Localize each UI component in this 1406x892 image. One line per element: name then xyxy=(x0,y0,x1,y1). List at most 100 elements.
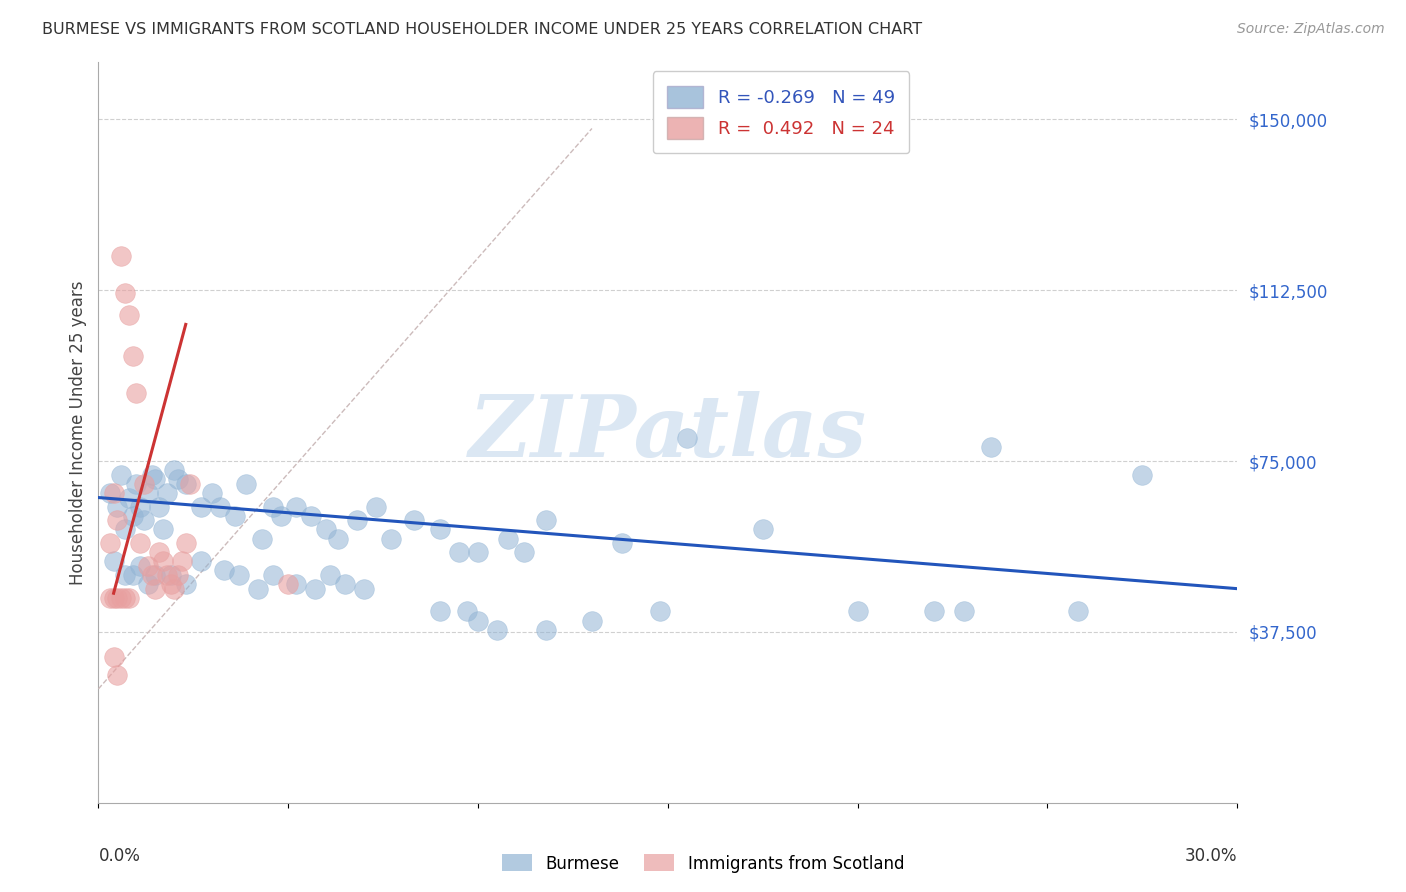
Point xyxy=(380,532,402,546)
Point xyxy=(170,554,193,568)
Text: 30.0%: 30.0% xyxy=(1185,847,1237,865)
Point xyxy=(114,591,136,605)
Point xyxy=(159,568,181,582)
Point xyxy=(346,513,368,527)
Point xyxy=(467,614,489,628)
Point xyxy=(1067,604,1090,618)
Point xyxy=(315,523,337,537)
Point xyxy=(486,623,509,637)
Point xyxy=(110,591,132,605)
Point xyxy=(467,545,489,559)
Point xyxy=(145,472,167,486)
Point xyxy=(498,532,520,546)
Text: BURMESE VS IMMIGRANTS FROM SCOTLAND HOUSEHOLDER INCOME UNDER 25 YEARS CORRELATIO: BURMESE VS IMMIGRANTS FROM SCOTLAND HOUS… xyxy=(42,22,922,37)
Point xyxy=(110,467,132,482)
Point xyxy=(156,486,179,500)
Point xyxy=(114,523,136,537)
Point xyxy=(319,568,342,582)
Point xyxy=(110,249,132,263)
Point xyxy=(179,476,201,491)
Point xyxy=(114,568,136,582)
Point xyxy=(163,463,186,477)
Point xyxy=(402,513,425,527)
Point xyxy=(429,604,451,618)
Point xyxy=(208,500,231,514)
Point xyxy=(353,582,375,596)
Point xyxy=(190,554,212,568)
Point xyxy=(581,614,603,628)
Point xyxy=(228,568,250,582)
Point xyxy=(167,568,190,582)
Point xyxy=(250,532,273,546)
Point xyxy=(118,308,141,322)
Point xyxy=(148,500,170,514)
Point xyxy=(129,500,152,514)
Point xyxy=(364,500,387,514)
Point xyxy=(174,577,197,591)
Point xyxy=(326,532,349,546)
Point xyxy=(846,604,869,618)
Point xyxy=(246,582,269,596)
Point xyxy=(449,545,471,559)
Point xyxy=(136,558,159,573)
Legend: Burmese, Immigrants from Scotland: Burmese, Immigrants from Scotland xyxy=(495,847,911,880)
Point xyxy=(335,577,357,591)
Point xyxy=(114,285,136,300)
Point xyxy=(103,591,125,605)
Point xyxy=(429,523,451,537)
Point xyxy=(159,577,181,591)
Point xyxy=(145,582,167,596)
Point xyxy=(284,500,307,514)
Point xyxy=(262,568,284,582)
Point xyxy=(174,476,197,491)
Point xyxy=(121,568,143,582)
Point xyxy=(612,536,634,550)
Point xyxy=(121,508,143,523)
Point xyxy=(174,536,197,550)
Point xyxy=(103,554,125,568)
Point xyxy=(190,500,212,514)
Point xyxy=(136,486,159,500)
Point xyxy=(224,508,246,523)
Point xyxy=(456,604,478,618)
Point xyxy=(98,536,121,550)
Point xyxy=(676,431,699,445)
Point xyxy=(129,558,152,573)
Point xyxy=(145,568,167,582)
Point xyxy=(212,564,235,578)
Point xyxy=(107,513,129,527)
Point xyxy=(118,591,141,605)
Point xyxy=(262,500,284,514)
Point xyxy=(118,491,141,505)
Point xyxy=(132,476,155,491)
Point xyxy=(156,568,179,582)
Point xyxy=(922,604,945,618)
Point xyxy=(536,513,558,527)
Point xyxy=(152,554,174,568)
Text: Source: ZipAtlas.com: Source: ZipAtlas.com xyxy=(1237,22,1385,37)
Point xyxy=(163,582,186,596)
Point xyxy=(167,472,190,486)
Point xyxy=(953,604,976,618)
Point xyxy=(650,604,672,618)
Point xyxy=(1132,467,1154,482)
Point xyxy=(103,650,125,665)
Point xyxy=(103,486,125,500)
Text: 0.0%: 0.0% xyxy=(98,847,141,865)
Point xyxy=(98,591,121,605)
Point xyxy=(979,441,1001,455)
Point xyxy=(512,545,534,559)
Point xyxy=(148,545,170,559)
Point xyxy=(136,577,159,591)
Point xyxy=(107,591,129,605)
Point xyxy=(98,486,121,500)
Point xyxy=(107,500,129,514)
Point xyxy=(125,385,148,400)
Point xyxy=(152,523,174,537)
Text: ZIPatlas: ZIPatlas xyxy=(468,391,868,475)
Point xyxy=(752,523,775,537)
Point xyxy=(201,486,224,500)
Point xyxy=(132,513,155,527)
Point xyxy=(235,476,257,491)
Point xyxy=(536,623,558,637)
